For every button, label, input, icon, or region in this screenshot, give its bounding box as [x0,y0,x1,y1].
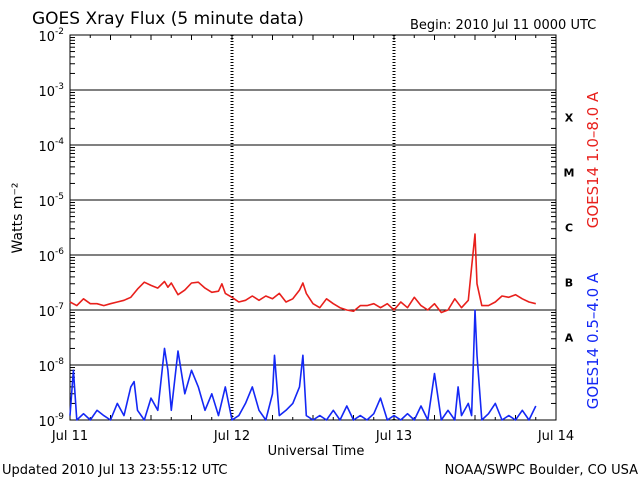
plot-grid [69,34,557,421]
series-line-long-channel [69,233,536,314]
flare-class-label: M [564,167,575,180]
flare-class-label: B [565,277,573,290]
x-tick-label: Jul 12 [213,429,250,444]
y-tick-base: 10 [38,85,55,100]
flare-class-label: X [565,112,574,125]
y-tick-exponent: -9 [55,412,64,422]
series-lines [69,233,537,421]
x-tick-label: Jul 11 [51,429,88,444]
y-tick-exponent: -8 [55,357,64,367]
y-tick-exponent: -4 [55,137,64,147]
y-tick-label: 10-2 [38,27,64,45]
y-tick-exponent: -3 [55,82,64,92]
y-tick-base: 10 [38,250,55,265]
credit-label: NOAA/SWPC Boulder, CO USA [445,463,638,478]
x-axis-label: Universal Time [268,444,365,459]
y-tick-base: 10 [38,30,55,45]
y-tick-label: 10-8 [38,357,64,375]
plot-frame [69,34,557,421]
y-tick-base: 10 [38,195,55,210]
y-tick-labels: 10-910-810-710-610-510-410-310-2 [38,27,64,430]
y-tick-exponent: -6 [55,247,64,257]
updated-timestamp: Updated 2010 Jul 13 23:55:12 UTC [2,463,227,478]
y-tick-base: 10 [38,360,55,375]
y-tick-exponent: -2 [55,27,64,37]
y-tick-base: 10 [38,305,55,320]
flare-class-labels: A B C M X [564,112,575,345]
y-tick-label: 10-6 [38,247,64,265]
y-tick-label: 10-7 [38,302,64,320]
begin-label: Begin: 2010 Jul 11 0000 UTC [410,18,596,33]
flare-class-label: A [565,332,574,345]
y-tick-label: 10-9 [38,412,64,430]
series-line-short-channel [69,309,537,421]
legend-goes14-short: GOES14 0.5–4.0 A [584,272,602,409]
y-tick-base: 10 [38,415,55,430]
legend-goes14-long: GOES14 1.0–8.0 A [584,91,602,228]
y-tick-exponent: -7 [55,302,64,312]
y-tick-exponent: -5 [55,192,64,202]
x-tick-label: Jul 13 [375,429,412,444]
y-tick-label: 10-4 [38,137,64,155]
y-axis-label-text: Watts m⁻² [10,183,26,254]
x-tick-label: Jul 14 [537,429,574,444]
y-tick-base: 10 [38,140,55,155]
flare-class-label: C [565,222,573,235]
y-tick-label: 10-5 [38,192,64,210]
y-tick-label: 10-3 [38,82,64,100]
chart-title: GOES Xray Flux (5 minute data) [32,9,304,29]
y-axis-label: Watts m⁻² [10,183,26,254]
x-tick-labels: Jul 11 Jul 12 Jul 13 Jul 14 [51,429,574,444]
